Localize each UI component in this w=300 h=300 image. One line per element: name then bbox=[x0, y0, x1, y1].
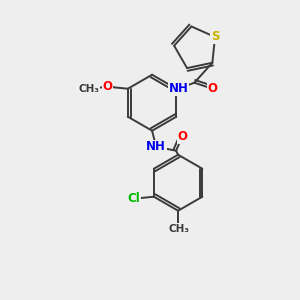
Text: O: O bbox=[103, 80, 113, 93]
Text: Cl: Cl bbox=[128, 192, 140, 205]
Text: CH₃: CH₃ bbox=[78, 84, 99, 94]
Text: O: O bbox=[207, 82, 217, 95]
Text: S: S bbox=[211, 31, 219, 44]
Text: NH: NH bbox=[146, 140, 166, 153]
Text: O: O bbox=[177, 130, 187, 143]
Text: NH: NH bbox=[168, 82, 188, 95]
Text: CH₃: CH₃ bbox=[169, 224, 190, 234]
